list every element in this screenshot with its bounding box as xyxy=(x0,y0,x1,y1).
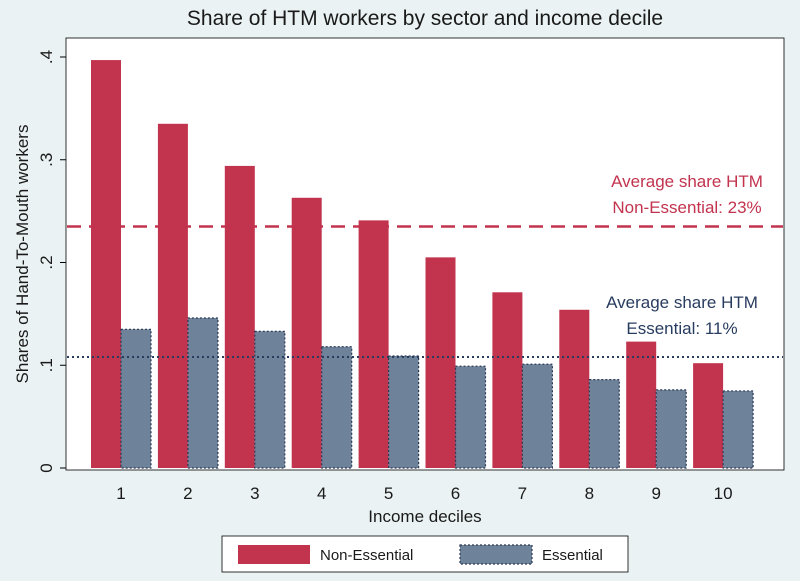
bar-essential-5 xyxy=(388,355,420,469)
legend: Non-Essential Essential xyxy=(221,535,629,573)
bar-essential-4 xyxy=(321,346,353,469)
bar-non-essential-2 xyxy=(157,123,188,468)
y-tick-label: .2 xyxy=(37,255,56,269)
x-axis-label: Income deciles xyxy=(368,507,481,526)
bar-non-essential-1 xyxy=(91,60,121,469)
x-tick-label: 4 xyxy=(317,484,326,503)
y-tick-label: .3 xyxy=(37,153,56,167)
x-tick-label: 7 xyxy=(518,484,527,503)
bar-essential-6 xyxy=(454,365,487,469)
bar-non-essential-3 xyxy=(224,165,255,469)
bar-non-essential-4 xyxy=(291,197,322,468)
reference-lines: Average share HTM Non-Essential: 23% Avera… xyxy=(67,172,783,359)
legend-swatch-non-essential xyxy=(238,545,310,564)
reference-label-non-essential: Average share HTM xyxy=(611,172,763,191)
legend-label-essential: Essential xyxy=(542,547,603,564)
y-tick-label: .4 xyxy=(37,50,56,64)
bar-non-essential-5 xyxy=(358,220,389,468)
bar-essential-1 xyxy=(120,328,152,469)
x-tick-label: 1 xyxy=(116,484,125,503)
x-tick-label: 2 xyxy=(183,484,192,503)
chart-title: Share of HTM workers by sector and incom… xyxy=(187,7,663,30)
bar-essential-10 xyxy=(722,390,754,469)
y-tick-label: .1 xyxy=(37,358,56,372)
y-tick-label: 0 xyxy=(37,463,56,472)
bar-non-essential-8 xyxy=(559,309,590,468)
reference-label-essential: Average share HTM xyxy=(606,293,758,312)
bar-essential-2 xyxy=(187,317,219,469)
bar-non-essential-6 xyxy=(425,257,456,468)
reference-label-essential: Essential: 11% xyxy=(626,319,737,338)
bar-essential-8 xyxy=(588,379,620,469)
x-tick-label: 8 xyxy=(585,484,594,503)
bar-non-essential-9 xyxy=(626,341,657,468)
bar-non-essential-7 xyxy=(492,292,523,468)
legend-label-non-essential: Non-Essential xyxy=(320,547,413,564)
x-tick-label: 3 xyxy=(250,484,259,503)
bar-essential-7 xyxy=(521,363,554,469)
y-axis: 0 .1 .2 .3 .4 xyxy=(37,50,66,473)
bars-group xyxy=(91,60,754,469)
x-tick-label: 5 xyxy=(384,484,393,503)
bar-essential-3 xyxy=(254,330,286,469)
y-axis-label: Shares of Hand-To-Mouth workers xyxy=(13,125,32,384)
x-tick-label: 6 xyxy=(451,484,460,503)
x-tick-label: 10 xyxy=(714,484,733,503)
reference-label-non-essential: Non-Essential: 23% xyxy=(612,198,761,217)
x-axis: 1 2 3 4 5 6 7 8 9 10 xyxy=(116,484,732,503)
bar-non-essential-10 xyxy=(693,363,724,468)
legend-swatch-essential xyxy=(459,544,533,565)
bar-essential-9 xyxy=(655,389,687,469)
x-tick-label: 9 xyxy=(651,484,660,503)
